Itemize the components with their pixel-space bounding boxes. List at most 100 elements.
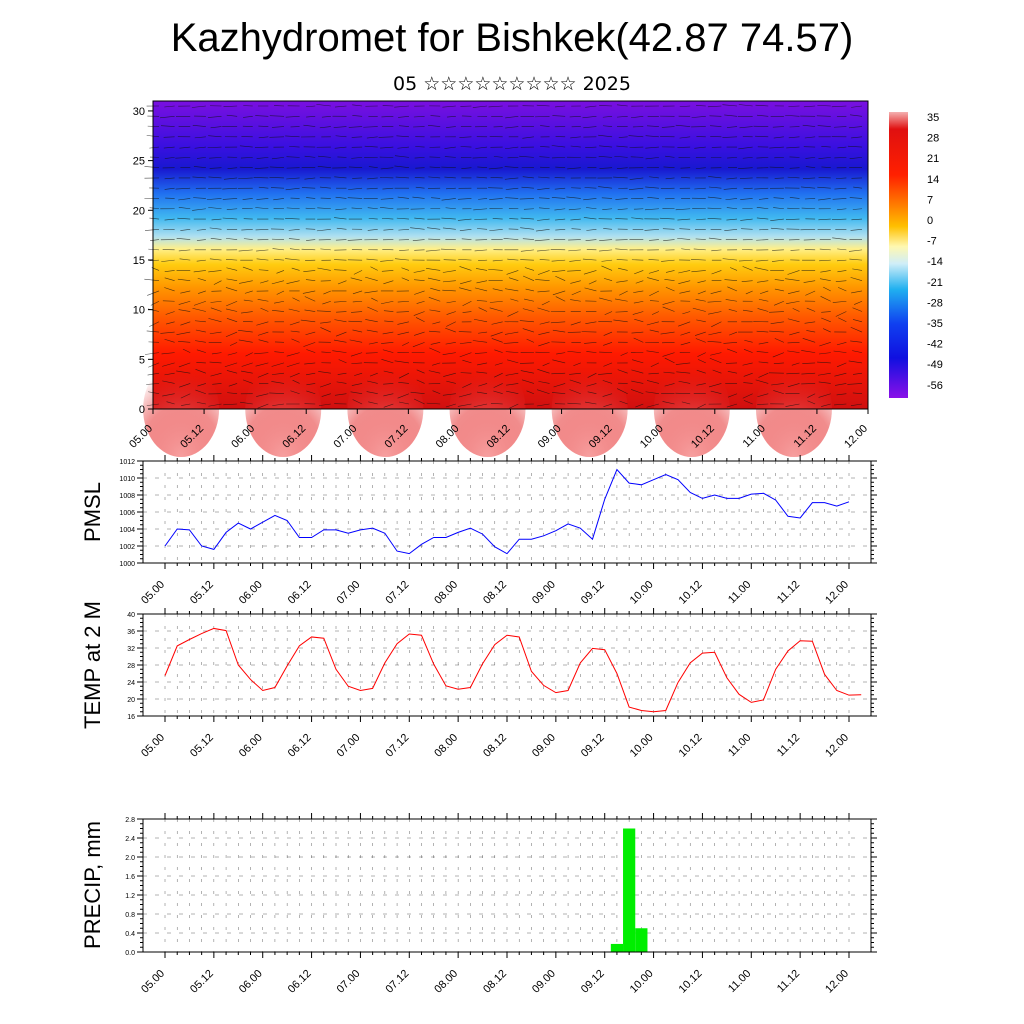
wind-barb (149, 217, 160, 220)
wind-barb (461, 238, 472, 240)
wind-barb (540, 146, 550, 148)
wind-barb (397, 393, 410, 399)
wind-barb (661, 126, 675, 128)
wind-barb (646, 380, 659, 384)
wind-barb (785, 218, 800, 220)
wind-barb (149, 146, 160, 149)
wind-barb (380, 146, 394, 149)
wind-barb (678, 280, 691, 284)
temp-ylabel: TEMP at 2 M (80, 601, 105, 729)
wind-barb (725, 362, 738, 364)
wind-barb (163, 146, 175, 149)
wind-barb (292, 297, 300, 302)
wind-barb (335, 239, 347, 241)
wind-barb (663, 371, 675, 374)
wind-barb (256, 198, 269, 200)
wind-barb (645, 391, 659, 395)
wind-barb (462, 359, 472, 364)
wind-barb (365, 352, 378, 354)
wind-barb (319, 186, 331, 189)
wind-barb (554, 187, 566, 190)
wind-barb (522, 308, 535, 312)
wind-barb (551, 372, 566, 375)
wind-barb (709, 357, 722, 364)
wind-barb (428, 297, 441, 302)
wind-barb (835, 311, 847, 317)
wind-barb (755, 104, 769, 107)
wind-barb (724, 279, 738, 281)
wind-barb (432, 390, 441, 395)
wind-barb (603, 403, 613, 407)
wind-barb (739, 126, 753, 129)
wind-barb (427, 227, 441, 230)
wind-barb (442, 270, 456, 273)
wind-barb (586, 351, 597, 353)
wind-barb (773, 207, 784, 210)
wind-barb (286, 362, 300, 368)
wind-barb (665, 155, 675, 158)
wind-barb (476, 300, 488, 302)
wind-barb (320, 248, 331, 251)
wind-barb (337, 280, 347, 285)
wind-barb (371, 297, 378, 302)
wind-barb (551, 145, 566, 148)
p3-x-tick-label: 10.12 (677, 968, 705, 996)
wind-barb (772, 249, 784, 251)
wind-barb (727, 348, 738, 353)
wind-barb (489, 198, 503, 200)
wind-barb (649, 176, 659, 179)
wind-barb (649, 239, 659, 241)
wind-barb (164, 218, 175, 221)
wind-barb (504, 331, 519, 335)
wind-barb (209, 361, 222, 364)
temp-y-axis: 16 20 24 28 32 36 40 (127, 612, 877, 721)
wind-barb (382, 331, 394, 335)
p2-x-tick-label: 07.00 (335, 732, 363, 760)
wind-barb (490, 177, 503, 179)
wind-barb (226, 370, 238, 374)
wind-barb (180, 290, 191, 294)
wind-barb (551, 392, 566, 395)
wind-barb (352, 300, 363, 303)
p1-x-tick-label: 11.00 (726, 579, 753, 606)
pmsl-grid (143, 460, 871, 564)
wind-barb (742, 157, 753, 159)
wind-barb (161, 352, 175, 355)
wind-barb (222, 187, 238, 190)
wind-barb (159, 115, 175, 119)
wind-barb (428, 330, 441, 333)
wind-barb (289, 321, 300, 326)
wind-barb (272, 248, 285, 251)
wind-barb (445, 187, 456, 190)
wind-barb (838, 317, 847, 323)
wind-barb (271, 126, 285, 128)
temp-panel: 16 20 24 28 32 36 40 05.00 05.12 06.00 06.12 07.00… (80, 601, 877, 760)
wind-barb (144, 229, 160, 231)
wind-barb (710, 390, 722, 395)
wind-barb (629, 187, 644, 190)
wind-barb (508, 277, 519, 281)
wind-barb (380, 259, 394, 262)
wind-barb (820, 296, 831, 302)
wind-barb (619, 400, 628, 405)
wind-barb (337, 372, 347, 375)
wind-barb (519, 198, 534, 200)
wind-barb (598, 134, 613, 138)
wind-barb (273, 198, 285, 201)
wind-barb (351, 136, 363, 138)
wind-barb (260, 307, 269, 312)
colorbar-label: 0 (927, 215, 933, 227)
wind-barb (288, 238, 300, 240)
wind-barb (166, 401, 175, 405)
wind-barb (849, 258, 863, 261)
wind-barb (849, 197, 863, 199)
wind-barb (832, 237, 847, 240)
wind-barb (211, 352, 222, 355)
wind-barb (240, 370, 253, 374)
wind-barb (568, 249, 581, 252)
wind-barb (525, 288, 534, 292)
wind-barb (242, 198, 253, 200)
wind-barb (536, 403, 550, 407)
wind-barb (317, 207, 331, 210)
wind-barb (645, 186, 659, 189)
